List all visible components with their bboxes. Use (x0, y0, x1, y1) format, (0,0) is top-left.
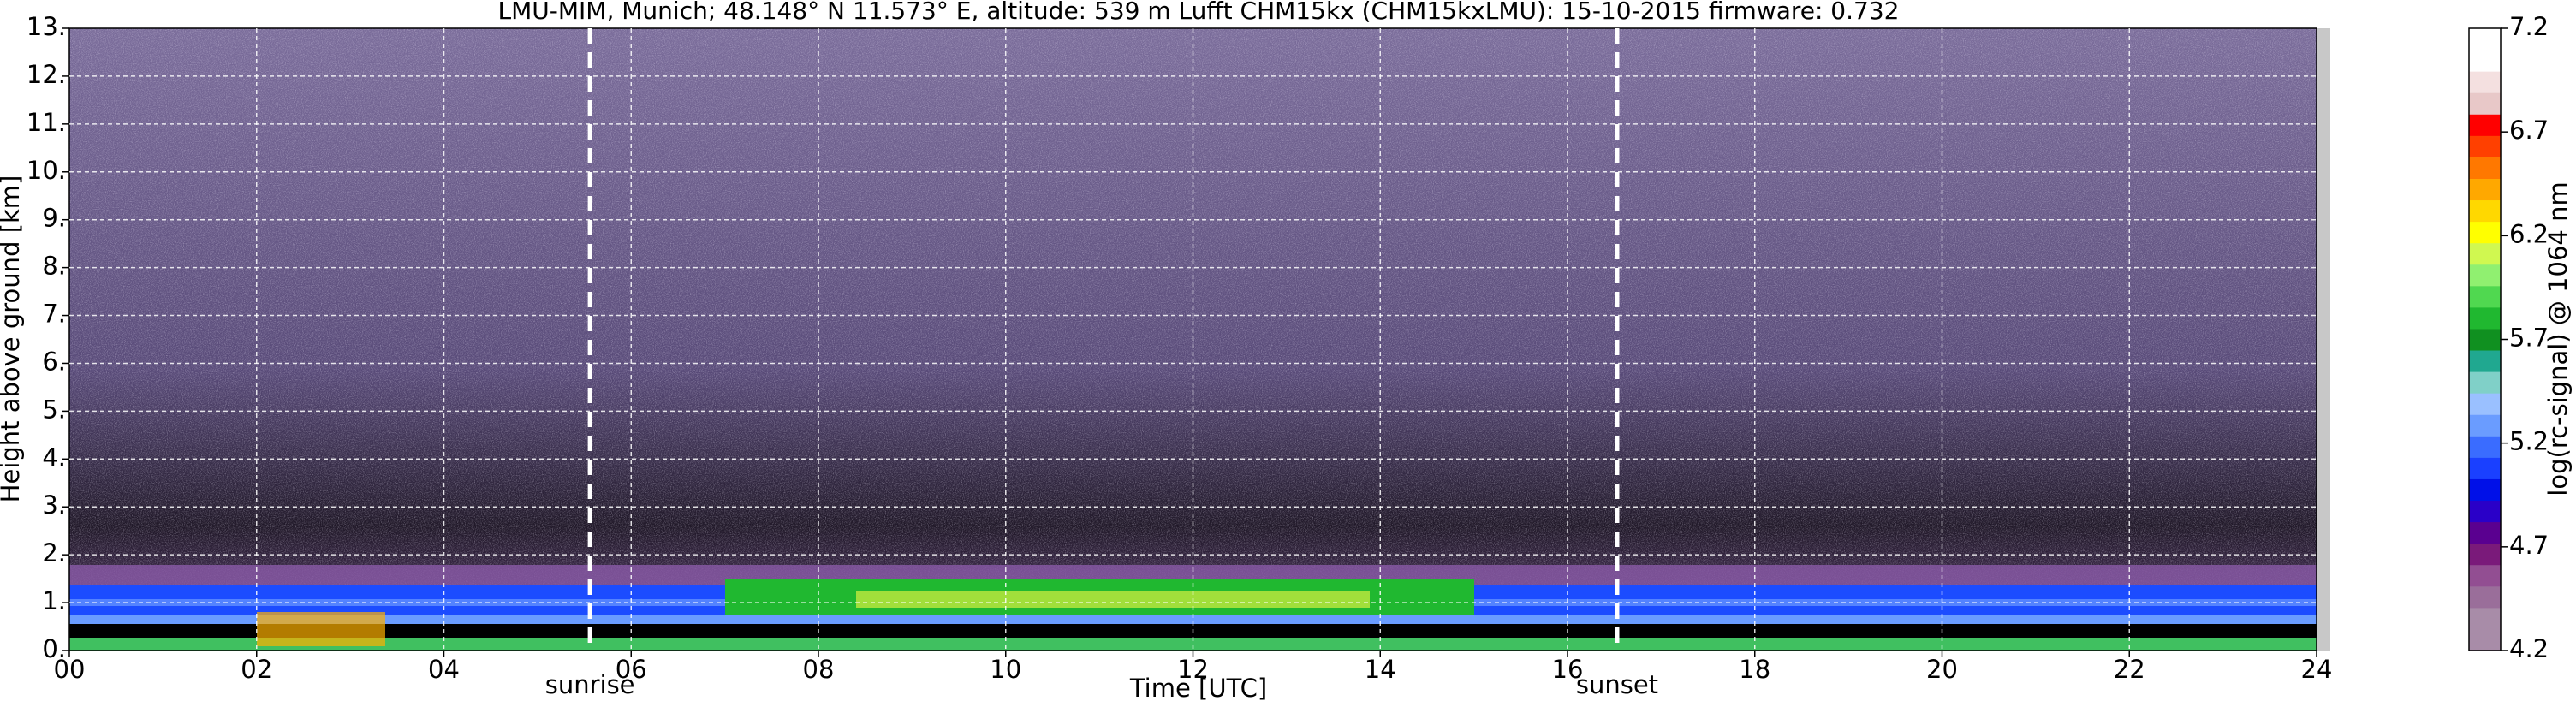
colorbar-segment (2469, 328, 2501, 351)
colorbar-segment (2469, 350, 2501, 372)
x-tick-label: 02 (241, 655, 272, 684)
colorbar-tick-label: 7.2 (2509, 12, 2549, 41)
colorbar-segment (2469, 178, 2501, 201)
colorbar-segment (2469, 50, 2501, 72)
x-tick-label: 24 (2301, 655, 2333, 684)
colorbar-segment (2469, 114, 2501, 136)
x-tick-label: 16 (1552, 655, 1584, 684)
colorbar-segment (2469, 285, 2501, 308)
colorbar-segment (2469, 436, 2501, 458)
y-tick-label: 6. (42, 347, 66, 376)
colorbar-segment (2469, 393, 2501, 415)
colorbar-segment (2469, 28, 2501, 50)
colorbar-tick-label: 4.2 (2509, 634, 2549, 663)
event-label: sunrise (545, 670, 635, 699)
y-axis-label: Height above ground [km] (0, 175, 25, 503)
event-label: sunset (1576, 670, 1658, 699)
backscatter-image (69, 28, 2330, 651)
y-tick-label: 0. (42, 634, 66, 663)
colorbar-segment (2469, 199, 2501, 223)
colorbar-label: log(rc-signal) @ 1064 nm (2543, 181, 2573, 496)
colorbar-tick-label: 6.2 (2509, 219, 2549, 248)
x-tick-label: 08 (803, 655, 835, 684)
x-tick-label: 04 (428, 655, 460, 684)
y-tick-label: 9. (42, 204, 66, 233)
colorbar-segment (2469, 135, 2501, 157)
colorbar-segment (2469, 500, 2501, 523)
x-tick-label: 14 (1365, 655, 1396, 684)
colorbar-segment (2469, 414, 2501, 437)
x-tick-label: 00 (54, 655, 86, 684)
colorbar-segment (2469, 371, 2501, 394)
y-tick-label: 2. (42, 538, 66, 567)
chart-title: LMU-MIM, Munich; 48.148° N 11.573° E, al… (498, 0, 1900, 25)
colorbar-segment (2469, 457, 2501, 479)
x-tick-label: 22 (2114, 655, 2145, 684)
colorbar-segment (2469, 543, 2501, 566)
y-tick-label: 13. (27, 12, 66, 41)
colorbar-segment (2469, 264, 2501, 287)
y-tick-label: 5. (42, 395, 66, 424)
y-tick-label: 10. (27, 156, 66, 185)
x-tick-label: 06 (616, 655, 647, 684)
colorbar-segment (2469, 478, 2501, 502)
y-tick-label: 3. (42, 490, 66, 520)
y-tick-label: 4. (42, 443, 66, 472)
y-tick-label: 11. (27, 108, 66, 137)
colorbar-tick-label: 4.7 (2509, 531, 2549, 560)
y-tick-label: 12. (27, 60, 66, 89)
x-axis-label: Time [UTC] (1129, 674, 1267, 703)
colorbar-segment (2469, 306, 2501, 330)
colorbar-segment (2469, 607, 2501, 630)
colorbar-tick-label: 6.7 (2509, 116, 2549, 145)
colorbar-tick-label: 5.7 (2509, 324, 2549, 353)
colorbar-segment (2469, 157, 2501, 179)
colorbar-segment (2469, 92, 2501, 115)
colorbar-segment (2469, 585, 2501, 609)
colorbar-segment (2469, 521, 2501, 544)
x-tick-label: 18 (1739, 655, 1770, 684)
y-tick-label: 7. (42, 300, 66, 329)
colorbar-segment (2469, 564, 2501, 587)
colorbar-tick-label: 5.2 (2509, 427, 2549, 456)
colorbar-segment (2469, 221, 2501, 244)
colorbar-segment (2469, 628, 2501, 651)
y-tick-label: 1. (42, 586, 66, 615)
x-tick-label: 20 (1926, 655, 1958, 684)
x-tick-label: 10 (990, 655, 1021, 684)
colorbar-segment (2469, 71, 2501, 93)
y-tick-label: 8. (42, 252, 66, 281)
x-tick-label: 12 (1177, 655, 1209, 684)
colorbar-segment (2469, 242, 2501, 265)
